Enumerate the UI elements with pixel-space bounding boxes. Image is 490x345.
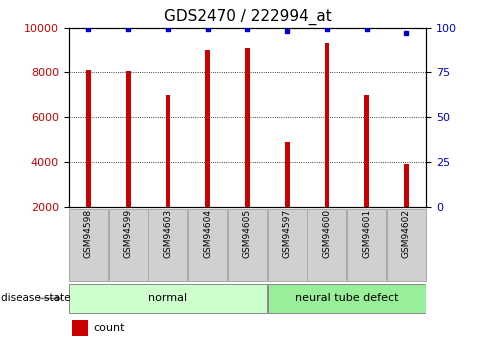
- Title: GDS2470 / 222994_at: GDS2470 / 222994_at: [164, 9, 331, 25]
- Text: GSM94605: GSM94605: [243, 209, 252, 258]
- Bar: [324, 43, 329, 252]
- Text: GSM94604: GSM94604: [203, 209, 212, 258]
- FancyBboxPatch shape: [188, 208, 227, 282]
- Bar: [245, 48, 250, 252]
- Text: GSM94599: GSM94599: [123, 209, 133, 258]
- Text: GSM94598: GSM94598: [84, 209, 93, 258]
- Bar: [166, 95, 171, 252]
- Bar: [205, 50, 210, 252]
- FancyBboxPatch shape: [268, 208, 307, 282]
- FancyBboxPatch shape: [109, 208, 147, 282]
- FancyBboxPatch shape: [148, 208, 188, 282]
- FancyBboxPatch shape: [387, 208, 426, 282]
- Text: count: count: [94, 323, 125, 333]
- FancyBboxPatch shape: [307, 208, 346, 282]
- Text: GSM94603: GSM94603: [164, 209, 172, 258]
- Text: neural tube defect: neural tube defect: [295, 294, 398, 303]
- Text: GSM94602: GSM94602: [402, 209, 411, 258]
- Text: GSM94601: GSM94601: [362, 209, 371, 258]
- Bar: [364, 95, 369, 252]
- Bar: [86, 70, 91, 252]
- FancyBboxPatch shape: [347, 208, 386, 282]
- FancyBboxPatch shape: [69, 284, 267, 313]
- Text: normal: normal: [148, 294, 188, 303]
- Bar: [126, 71, 131, 252]
- Text: disease state: disease state: [1, 294, 71, 303]
- Bar: [72, 320, 88, 336]
- Text: GSM94600: GSM94600: [322, 209, 331, 258]
- Bar: [404, 164, 409, 252]
- Bar: [285, 142, 290, 252]
- Text: GSM94597: GSM94597: [283, 209, 292, 258]
- FancyBboxPatch shape: [228, 208, 267, 282]
- FancyBboxPatch shape: [268, 284, 426, 313]
- FancyBboxPatch shape: [69, 208, 108, 282]
